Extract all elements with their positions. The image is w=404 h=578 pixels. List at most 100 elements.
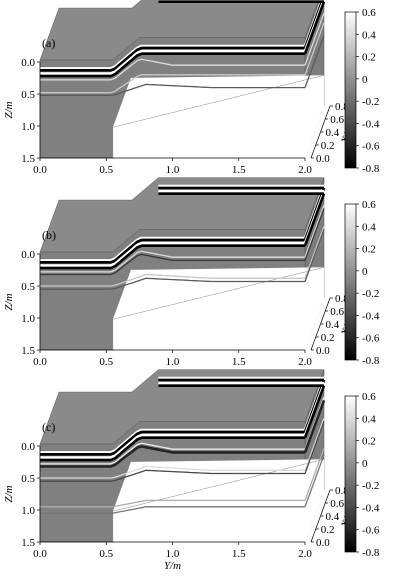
reflector-3 [40, 244, 305, 270]
reflector-0 [40, 428, 305, 454]
colorbar-tick-label: 0.2 [362, 52, 376, 64]
reflector-7 [40, 469, 305, 482]
reflector-5 [40, 253, 305, 276]
reflector-side-6 [304, 418, 325, 471]
reflector-0 [40, 236, 305, 262]
reflector-side-5 [304, 208, 325, 261]
colorbar-tick-label: 0 [362, 74, 368, 86]
y-tick-label: 0.5 [99, 356, 113, 368]
y-tick-label: 2.0 [298, 548, 312, 560]
reflector-side-6 [304, 226, 325, 279]
z-tick-label: 0.0 [21, 441, 35, 453]
y-tick-label: 1.0 [166, 548, 180, 560]
cutaway-edge [112, 267, 325, 350]
cutaway-edge [112, 75, 325, 158]
reflector-0 [40, 44, 305, 70]
x-tick-label: 0.0 [316, 345, 330, 357]
colorbar-tick-label: 0.4 [362, 221, 376, 233]
y-tick-label: 2.0 [298, 356, 312, 368]
reflector-side-3 [303, 193, 326, 247]
y-tick-label: 2.0 [298, 164, 312, 176]
reflector-side-5 [303, 399, 326, 453]
y-tick-label: 0.5 [99, 548, 113, 560]
colorbar-tick-label: 0.6 [362, 7, 376, 19]
colorbar-tick-label: 0.2 [362, 436, 376, 448]
z-axis-label: Z/m [3, 485, 15, 502]
reflector-6 [40, 465, 305, 479]
colorbar [344, 395, 357, 553]
colorbar-tick-label: 0.4 [362, 29, 376, 41]
cutaway [112, 75, 324, 159]
panel-label: (c) [42, 420, 55, 434]
cutaway [112, 267, 324, 351]
z-tick-label: 0.0 [21, 57, 35, 69]
x-tick-label: 0.6 [330, 306, 344, 318]
colorbar-tick-label: -0.2 [362, 288, 379, 300]
reflector-4 [40, 442, 305, 465]
reflector-5 [40, 74, 305, 94]
reflector-2 [40, 433, 305, 459]
z-tick-label: 0.5 [21, 473, 35, 485]
reflector-side-3 [303, 385, 326, 439]
reflector-5 [40, 445, 305, 468]
reflector-side-4 [304, 204, 325, 258]
y-tick-label: 1.5 [232, 548, 246, 560]
x-tick-label: 0.4 [326, 319, 340, 331]
x-tick-label: 0.6 [330, 114, 344, 126]
x-tick-label: 0.6 [330, 498, 344, 510]
x-tick-label: 0.0 [316, 537, 330, 549]
colorbar [344, 203, 357, 361]
y-tick-label: 1.0 [166, 164, 180, 176]
colorbar-tick-label: -0.6 [362, 333, 380, 345]
panel-label: (b) [42, 228, 56, 242]
reflector-side-5 [304, 22, 325, 76]
reflector-7 [40, 277, 305, 290]
reflector-side-9 [304, 454, 325, 508]
reflector-2 [40, 49, 305, 75]
reflector-4 [40, 58, 305, 81]
y-axis-label: Y/m [164, 560, 181, 572]
colorbar-tick-label: 0 [362, 266, 368, 278]
z-tick-label: 0.5 [21, 281, 35, 293]
reflector-3 [40, 436, 305, 462]
y-tick-label: 1.5 [232, 356, 246, 368]
colorbar-tick-label: 0.4 [362, 413, 376, 425]
reflector-1 [40, 430, 305, 456]
colorbar [344, 11, 357, 169]
z-tick-label: 1.0 [21, 505, 35, 517]
reflector-1 [40, 46, 305, 72]
colorbar-tick-label: 0.6 [362, 391, 376, 403]
colorbar-tick-label: -0.4 [362, 502, 380, 514]
reflector-6 [40, 273, 305, 287]
reflector-4 [40, 250, 305, 273]
z-tick-label: 0.5 [21, 89, 35, 101]
colorbar-tick-label: -0.8 [362, 355, 380, 367]
z-tick-label: 1.0 [21, 313, 35, 325]
panel-0: 0.00.51.01.5Z/m0.00.51.01.52.0Y/m0.00.20… [3, 0, 380, 188]
colorbar-tick-label: -0.2 [362, 96, 379, 108]
reflector-1 [40, 238, 305, 264]
x-tick-label: 0.2 [321, 140, 335, 152]
panel-2: 0.00.51.01.5Z/m0.0 0.5 1.0 1.5 2.0Y/m0.00.20… [3, 369, 380, 572]
reflector-side-8 [304, 448, 325, 501]
reflector-side-7 [304, 421, 325, 474]
x-tick-label: 0.0 [316, 153, 330, 165]
y-tick-label: 1.0 [166, 356, 180, 368]
colorbar-tick-label: -0.2 [362, 480, 379, 492]
colorbar-tick-label: -0.6 [362, 141, 380, 153]
reflector-side-6 [304, 35, 325, 88]
reflector-8 [40, 499, 305, 508]
y-tick-label: 0.5 [99, 164, 113, 176]
colorbar-tick-label: -0.8 [362, 547, 380, 559]
colorbar-tick-label: 0.6 [362, 199, 376, 211]
cutaway-edge [112, 459, 325, 542]
reflector-side-4 [304, 12, 325, 66]
z-tick-label: 1.5 [21, 537, 35, 549]
z-tick-label: 1.5 [21, 345, 35, 357]
x-tick-label: 0.4 [326, 127, 340, 139]
x-tick-label: 0.2 [321, 332, 335, 344]
cutaway [112, 459, 324, 543]
z-axis-label: Z/m [3, 293, 15, 310]
y-tick-label: 1.5 [232, 164, 246, 176]
